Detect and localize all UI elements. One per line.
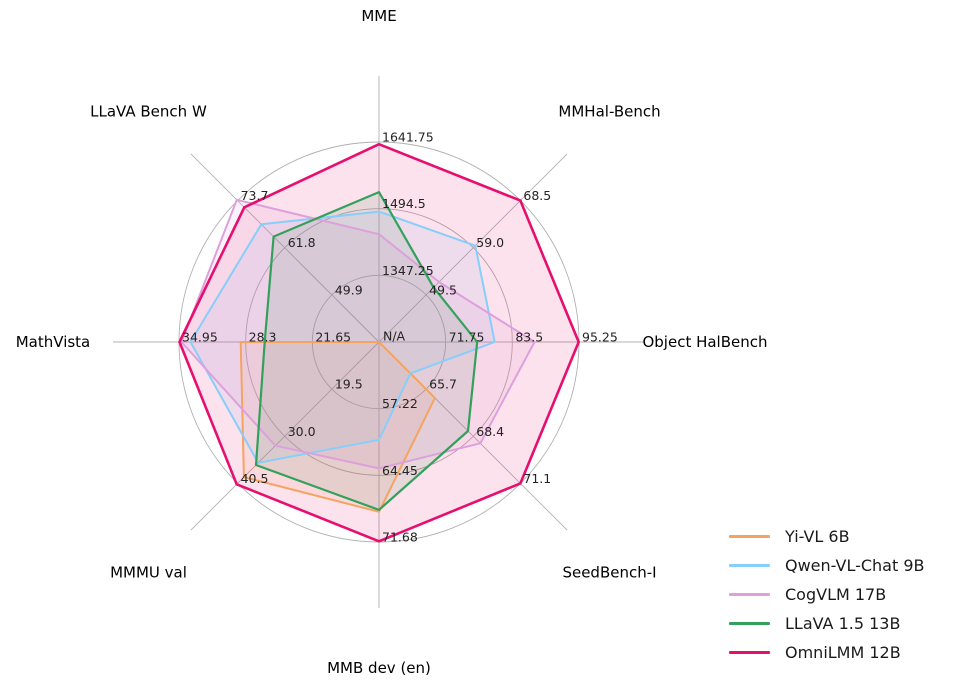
legend-item-3: LLaVA 1.5 13B [729,609,924,638]
axis-title: MathVista [16,333,91,351]
axis-spoke [378,153,568,343]
legend-item-0: Yi-VL 6B [729,522,924,551]
tick-label: 73.7 [241,188,269,203]
tick-label: 59.0 [476,235,504,250]
legend-label-2: CogVLM 17B [785,585,887,604]
tick-label: 68.4 [476,424,504,439]
tick-label: 1347.25 [382,263,434,278]
legend-item-1: Qwen-VL-Chat 9B [729,551,924,580]
legend-swatch-3 [729,622,770,625]
axis-title: MMHal-Bench [558,102,660,120]
tick-label: 1494.5 [382,196,426,211]
axis-spoke [190,341,380,531]
tick-label: 57.22 [382,396,418,411]
series-line-2 [180,198,536,470]
series-fill-0 [240,342,435,512]
tick-label: 40.5 [241,471,269,486]
axis-title: LLaVA Bench W [90,102,207,120]
tick-label: 71.1 [523,471,551,486]
tick-label: 71.75 [449,330,485,345]
tick-label: 71.68 [382,530,418,545]
tick-label: 49.5 [429,282,457,297]
tick-label: 30.0 [288,424,316,439]
series-line-3 [254,191,479,511]
tick-label: 64.45 [382,463,418,478]
legend-label-1: Qwen-VL-Chat 9B [785,556,925,575]
center-na-label: N/A [383,329,406,344]
tick-label: 68.5 [523,188,551,203]
axis-title: Object HalBench [642,333,767,351]
tick-label: 95.25 [582,330,618,345]
legend-swatch-1 [729,564,770,567]
tick-label: 34.95 [182,330,218,345]
legend: Yi-VL 6B Qwen-VL-Chat 9B CogVLM 17B LLaVA 1… [729,522,924,667]
axis-spoke [190,153,380,343]
tick-label: 49.9 [335,282,363,297]
series-fill-1 [190,211,495,463]
tick-label: 19.5 [335,377,363,392]
series-line-1 [189,210,496,464]
tick-label: 65.7 [429,377,457,392]
axis-title: MME [361,7,396,25]
tick-label: 21.65 [315,330,351,345]
tick-label: 1641.75 [382,130,434,145]
series-fill-3 [256,192,478,510]
legend-swatch-0 [729,535,770,538]
axis-title: SeedBench-I [562,564,656,582]
legend-item-4: OmniLMM 12B [729,638,924,667]
legend-item-2: CogVLM 17B [729,580,924,609]
legend-swatch-2 [729,593,770,596]
legend-label-4: OmniLMM 12B [785,643,901,662]
tick-label: 61.8 [288,235,316,250]
legend-swatch-4 [729,651,770,654]
axis-title: MMB dev (en) [327,659,431,677]
series-line-4 [178,142,580,543]
legend-label-0: Yi-VL 6B [785,527,850,546]
tick-label: 28.3 [249,330,277,345]
tick-label: 83.5 [515,330,543,345]
series-fill-2 [181,199,535,469]
axis-title: MMMU val [110,564,187,582]
legend-label-3: LLaVA 1.5 13B [785,614,901,633]
